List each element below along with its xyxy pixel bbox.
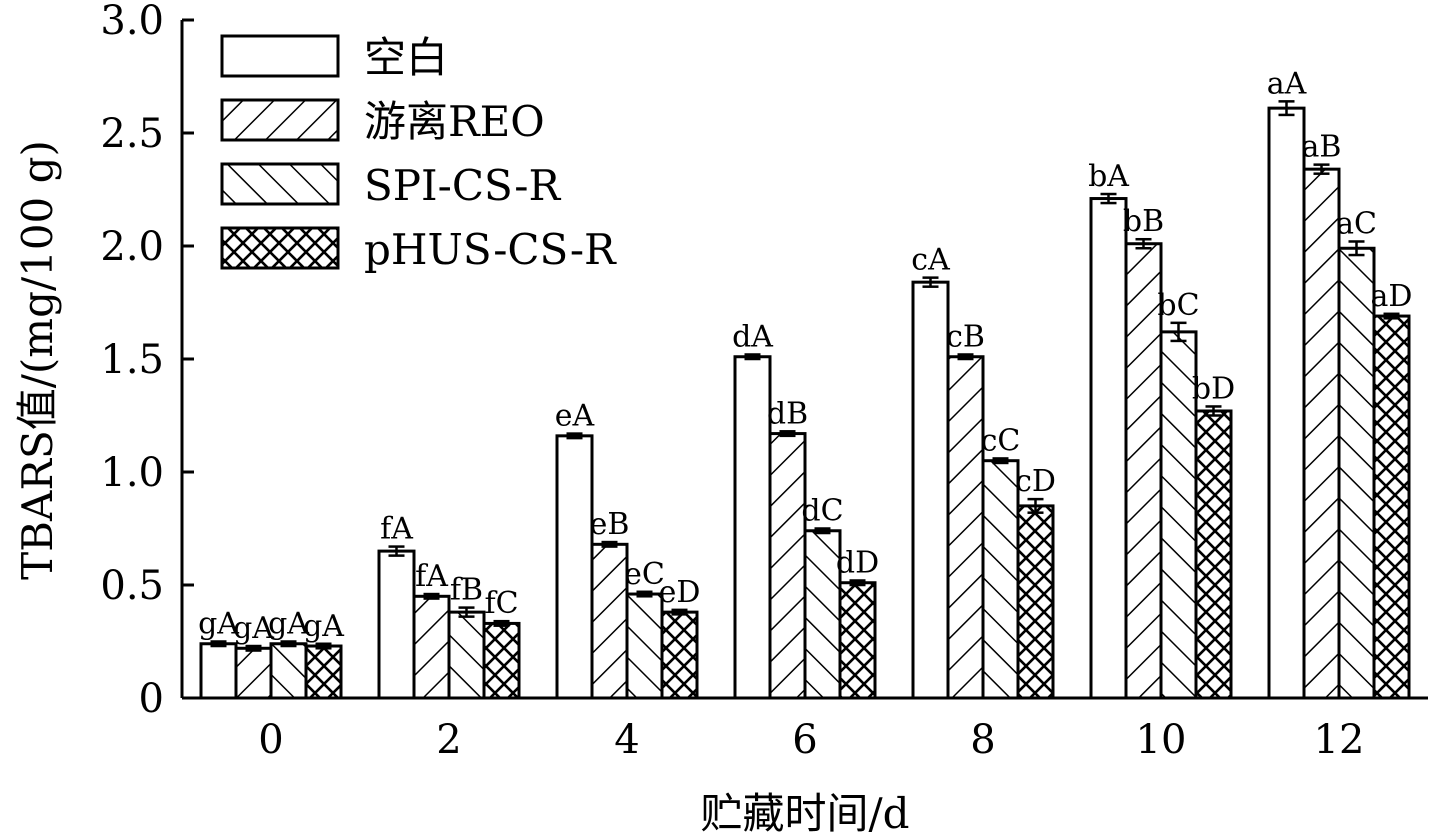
data-label: eD bbox=[659, 575, 701, 610]
bar bbox=[1089, 197, 1128, 700]
legend-label: 空白 bbox=[364, 33, 448, 82]
data-label: bB bbox=[1123, 204, 1164, 239]
bar bbox=[768, 432, 807, 700]
data-label: bC bbox=[1157, 288, 1199, 323]
bar bbox=[304, 644, 343, 700]
bar bbox=[590, 542, 629, 700]
legend-swatch bbox=[220, 98, 340, 142]
y-tick-label: 2.5 bbox=[100, 111, 164, 157]
bar bbox=[838, 581, 877, 700]
bar bbox=[1124, 242, 1163, 700]
data-label: bA bbox=[1088, 159, 1129, 194]
bar bbox=[1337, 246, 1376, 700]
data-label: aC bbox=[1336, 206, 1377, 241]
data-label: gA bbox=[233, 611, 274, 646]
axes: 0 0.5 1.0 1.5 2.0 2.5 3.0 0 2 4 6 8 10 12 bbox=[100, 0, 1428, 763]
legend-swatch bbox=[220, 162, 340, 206]
data-label: fA bbox=[415, 559, 448, 594]
legend-label: pHUS-CS-R bbox=[364, 225, 617, 274]
data-label: cB bbox=[946, 319, 985, 354]
data-label: aB bbox=[1302, 130, 1342, 165]
x-tick-label: 4 bbox=[614, 717, 639, 763]
bar bbox=[803, 529, 842, 700]
data-label: dC bbox=[801, 494, 843, 529]
data-label: gA bbox=[303, 609, 344, 644]
bar bbox=[1159, 330, 1198, 700]
bar bbox=[234, 646, 273, 700]
bar bbox=[447, 610, 486, 700]
bar bbox=[911, 280, 950, 700]
bar bbox=[1194, 409, 1233, 700]
y-tick-label: 1.5 bbox=[100, 337, 164, 383]
legend-swatch bbox=[220, 34, 340, 78]
y-tick-label: 3.0 bbox=[100, 0, 164, 44]
x-tick-label: 12 bbox=[1314, 717, 1365, 763]
x-tick-label: 10 bbox=[1136, 717, 1187, 763]
x-tick-label: 6 bbox=[792, 717, 817, 763]
bar bbox=[733, 355, 772, 700]
data-label: gA bbox=[198, 607, 239, 642]
bar bbox=[412, 594, 451, 700]
bar bbox=[1267, 106, 1306, 700]
legend-label: SPI-CS-R bbox=[364, 161, 561, 210]
y-tick-label: 0.5 bbox=[100, 563, 164, 609]
y-tick-label: 2.0 bbox=[100, 224, 164, 270]
bar bbox=[482, 621, 521, 700]
data-label: bD bbox=[1192, 371, 1235, 406]
x-tick-label: 0 bbox=[258, 717, 283, 763]
bar bbox=[1372, 314, 1411, 700]
bar bbox=[1302, 167, 1341, 700]
data-label: cC bbox=[981, 423, 1021, 458]
bar bbox=[946, 355, 985, 700]
bar bbox=[199, 642, 238, 700]
legend-label: 游离REO bbox=[364, 97, 545, 146]
x-axis-title: 贮藏时间/d bbox=[700, 789, 909, 838]
legend-swatch bbox=[220, 226, 340, 270]
data-label: aA bbox=[1267, 66, 1307, 101]
data-label: fC bbox=[484, 586, 518, 621]
data-label: eC bbox=[624, 557, 665, 592]
data-label: cA bbox=[911, 243, 950, 278]
data-label: cD bbox=[1015, 464, 1056, 499]
bar bbox=[377, 549, 416, 700]
data-label: aD bbox=[1371, 279, 1413, 314]
bar bbox=[981, 459, 1020, 700]
bar bbox=[625, 592, 664, 700]
x-tick-label: 2 bbox=[436, 717, 461, 763]
y-tick-label: 0 bbox=[139, 676, 164, 722]
data-label: dB bbox=[767, 396, 808, 431]
bar bbox=[1016, 504, 1055, 700]
y-axis-title: TBARS值/(mg/100 g) bbox=[13, 140, 62, 580]
bar bbox=[555, 434, 594, 700]
data-label: dA bbox=[732, 319, 773, 354]
data-label: eB bbox=[590, 507, 630, 542]
data-label: eA bbox=[555, 399, 595, 434]
bar bbox=[269, 642, 308, 700]
data-label: gA bbox=[268, 607, 309, 642]
bar bbox=[660, 610, 699, 700]
x-tick-label: 8 bbox=[970, 717, 995, 763]
y-tick-label: 1.0 bbox=[100, 450, 164, 496]
data-label: dD bbox=[836, 545, 879, 580]
data-label: fB bbox=[450, 573, 483, 608]
data-label: fA bbox=[380, 512, 413, 547]
